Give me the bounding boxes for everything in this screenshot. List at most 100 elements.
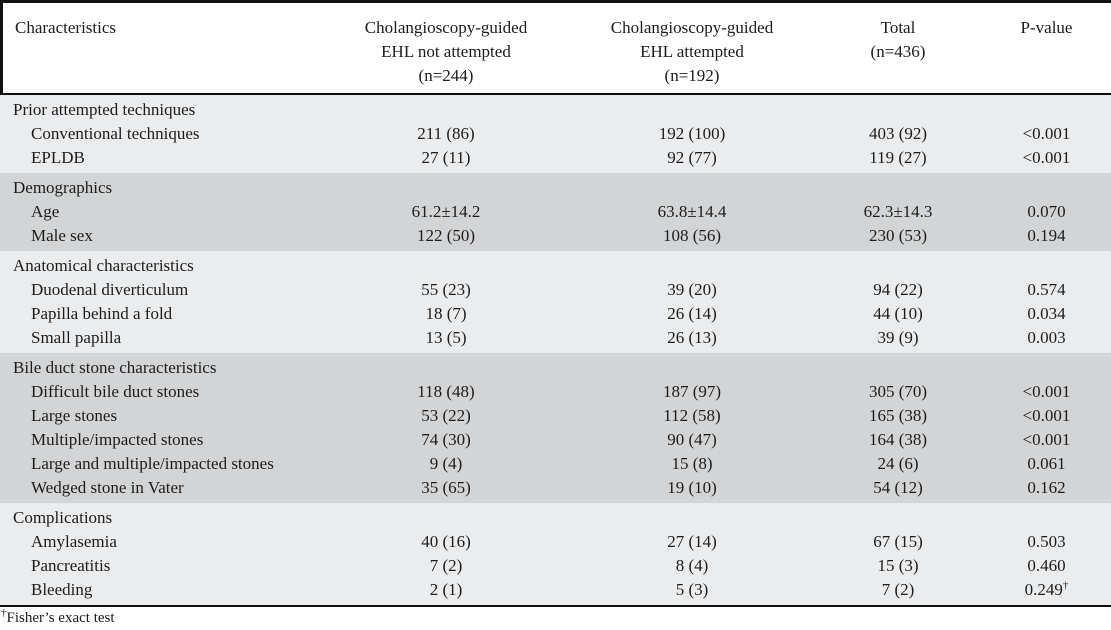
cell-value: 44 (10) bbox=[873, 304, 923, 323]
cell-value: 24 (6) bbox=[877, 454, 919, 473]
cell-value: 27 (11) bbox=[421, 148, 471, 167]
row-label: Wedged stone in Vater bbox=[31, 478, 184, 497]
cell-value: 119 (27) bbox=[869, 148, 927, 167]
section-title-row: Anatomical characteristics bbox=[0, 251, 1111, 278]
cell-value: 27 (14) bbox=[667, 532, 717, 551]
row-label: Conventional techniques bbox=[31, 124, 200, 143]
header-line: (n=244) bbox=[418, 66, 474, 85]
cell-value: 7 (2) bbox=[429, 556, 463, 575]
row-label: Papilla behind a fold bbox=[31, 304, 173, 323]
cell-pvalue: 0.070 bbox=[1027, 202, 1066, 221]
table-row: Large and multiple/impacted stones 9 (4) 1… bbox=[0, 452, 1111, 476]
cell-value: 9 (4) bbox=[429, 454, 463, 473]
header-line: EHL attempted bbox=[640, 42, 744, 61]
table-header: Characteristics Cholangioscopy-guided EHL … bbox=[0, 3, 1111, 95]
header-line: Cholangioscopy-guided bbox=[364, 18, 528, 37]
cell-value: 192 (100) bbox=[658, 124, 726, 143]
cell-value: 67 (15) bbox=[873, 532, 923, 551]
table-row: EPLDB 27 (11) 92 (77) 119 (27) <0.001 bbox=[0, 146, 1111, 173]
cell-value: 305 (70) bbox=[868, 382, 928, 401]
cell-pvalue: 0.574 bbox=[1027, 280, 1066, 299]
cell-value: 94 (22) bbox=[873, 280, 923, 299]
header-line: Total bbox=[880, 18, 916, 37]
cell-value: 19 (10) bbox=[667, 478, 717, 497]
table-body: Prior attempted techniques Conventional t… bbox=[0, 94, 1111, 605]
table-row: Age 61.2±14.2 63.8±14.4 62.3±14.3 0.070 bbox=[0, 200, 1111, 224]
table-row: Papilla behind a fold 18 (7) 26 (14) 44 (10… bbox=[0, 302, 1111, 326]
table-row: Bleeding 2 (1) 5 (3) 7 (2) 0.249† bbox=[0, 578, 1111, 605]
row-label: Large stones bbox=[31, 406, 118, 425]
table-row: Duodenal diverticulum 55 (23) 39 (20) 94 (2… bbox=[0, 278, 1111, 302]
header-line: (n=192) bbox=[664, 66, 720, 85]
cell-pvalue: 0.034 bbox=[1027, 304, 1066, 323]
cell-value: 2 (1) bbox=[429, 580, 463, 599]
section-title-row: Bile duct stone characteristics bbox=[0, 353, 1111, 380]
section-title: Prior attempted techniques bbox=[13, 100, 196, 119]
cell-value: 26 (14) bbox=[667, 304, 717, 323]
column-header-total: Total (n=436) bbox=[814, 3, 982, 95]
characteristics-table-frame: Characteristics Cholangioscopy-guided EHL … bbox=[0, 0, 1111, 607]
cell-value: 112 (58) bbox=[663, 406, 721, 425]
cell-pvalue: <0.001 bbox=[1022, 148, 1071, 167]
cell-value: 187 (97) bbox=[662, 382, 722, 401]
cell-value: 108 (56) bbox=[662, 226, 722, 245]
table-row: Male sex 122 (50) 108 (56) 230 (53) 0.194 bbox=[0, 224, 1111, 251]
header-left-border bbox=[0, 3, 3, 95]
cell-value: 74 (30) bbox=[421, 430, 471, 449]
cell-value: 35 (65) bbox=[421, 478, 471, 497]
cell-value: 54 (12) bbox=[873, 478, 923, 497]
section-title: Complications bbox=[13, 508, 113, 527]
row-label: Large and multiple/impacted stones bbox=[31, 454, 274, 473]
table-row: Conventional techniques 211 (86) 192 (100)… bbox=[0, 122, 1111, 146]
dagger-marker: † bbox=[1062, 579, 1069, 592]
cell-pvalue: 0.460 bbox=[1027, 556, 1066, 575]
cell-value: 211 (86) bbox=[417, 124, 475, 143]
cell-value: 26 (13) bbox=[667, 328, 717, 347]
footnote-dagger-marker: † bbox=[1, 607, 7, 619]
cell-value: 165 (38) bbox=[868, 406, 928, 425]
section-title-row: Prior attempted techniques bbox=[0, 94, 1111, 122]
cell-pvalue: 0.194 bbox=[1027, 226, 1066, 245]
cell-pvalue: 0.249† bbox=[1024, 579, 1069, 599]
row-label: Difficult bile duct stones bbox=[31, 382, 200, 401]
header-line: P-value bbox=[1020, 18, 1073, 37]
cell-value: 15 (8) bbox=[671, 454, 713, 473]
section-title-row: Demographics bbox=[0, 173, 1111, 200]
section-title-row: Complications bbox=[0, 503, 1111, 530]
table-row: Wedged stone in Vater 35 (65) 19 (10) 54 (1… bbox=[0, 476, 1111, 503]
column-header-ehl-not-attempted: Cholangioscopy-guided EHL not attempted (n… bbox=[322, 3, 570, 95]
characteristics-table: Characteristics Cholangioscopy-guided EHL … bbox=[0, 3, 1111, 605]
table-row: Small papilla 13 (5) 26 (13) 39 (9) 0.003 bbox=[0, 326, 1111, 353]
cell-pvalue: 0.162 bbox=[1027, 478, 1066, 497]
cell-value: 15 (3) bbox=[877, 556, 919, 575]
cell-value: 39 (9) bbox=[877, 328, 919, 347]
section-title: Demographics bbox=[13, 178, 113, 197]
cell-value: 230 (53) bbox=[868, 226, 928, 245]
cell-value: 39 (20) bbox=[667, 280, 717, 299]
cell-value: 55 (23) bbox=[421, 280, 471, 299]
cell-value: 53 (22) bbox=[421, 406, 471, 425]
section-title: Bile duct stone characteristics bbox=[13, 358, 217, 377]
table-row: Amylasemia 40 (16) 27 (14) 67 (15) 0.503 bbox=[0, 530, 1111, 554]
cell-value: 403 (92) bbox=[868, 124, 928, 143]
cell-value: 40 (16) bbox=[421, 532, 471, 551]
row-label: Pancreatitis bbox=[31, 556, 111, 575]
cell-value: 7 (2) bbox=[881, 580, 915, 599]
cell-value: 164 (38) bbox=[868, 430, 928, 449]
table-row: Difficult bile duct stones 118 (48) 187 (9… bbox=[0, 380, 1111, 404]
row-label: EPLDB bbox=[31, 148, 85, 167]
cell-pvalue: <0.001 bbox=[1022, 430, 1071, 449]
cell-value: 5 (3) bbox=[675, 580, 709, 599]
cell-value: 8 (4) bbox=[675, 556, 709, 575]
column-header-p-value: P-value bbox=[982, 3, 1111, 95]
footnote: †Fisher’s exact test bbox=[0, 607, 1111, 628]
cell-value: 63.8±14.4 bbox=[657, 202, 727, 221]
cell-value: 122 (50) bbox=[416, 226, 476, 245]
table-row: Large stones 53 (22) 112 (58) 165 (38) <0.00… bbox=[0, 404, 1111, 428]
row-label: Bleeding bbox=[31, 580, 93, 599]
cell-value: 61.2±14.2 bbox=[411, 202, 481, 221]
row-label: Age bbox=[31, 202, 60, 221]
row-label: Multiple/impacted stones bbox=[31, 430, 204, 449]
column-header-characteristics: Characteristics bbox=[0, 3, 322, 95]
row-label: Small papilla bbox=[31, 328, 122, 347]
